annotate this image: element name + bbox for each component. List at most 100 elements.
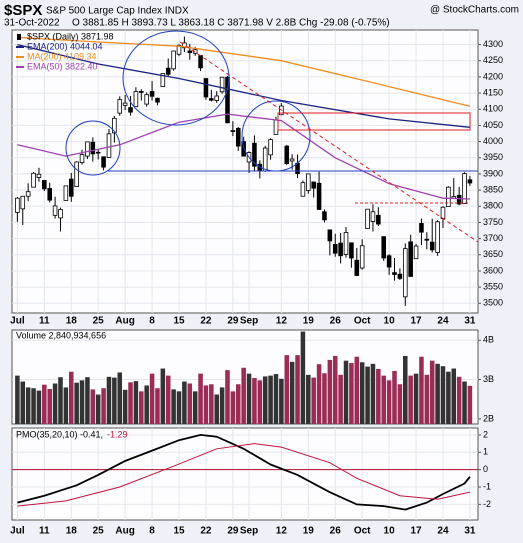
candle-body: [413, 245, 419, 260]
x-tick-label: Oct: [354, 316, 371, 327]
volume-bar: [209, 384, 214, 424]
volume-bar: [376, 368, 381, 424]
volume-bar: [413, 373, 419, 424]
volume-bar: [165, 375, 171, 424]
volume-bar: [408, 375, 413, 424]
candle-body: [47, 188, 52, 201]
annotation-box: [277, 112, 471, 131]
volume-bar: [171, 389, 176, 424]
overlay-line: [17, 113, 470, 200]
volume-bar: [467, 385, 473, 424]
volume-bar: [462, 381, 467, 424]
candle-body: [467, 179, 473, 184]
y-tick-label: 3500: [483, 298, 503, 308]
x-tick-label: 11: [39, 526, 50, 537]
candle-body: [311, 181, 316, 189]
x-tick-label: 8: [149, 316, 155, 327]
volume-bar: [176, 391, 182, 424]
y-tick-label: 3550: [483, 282, 503, 292]
volume-bar: [273, 374, 279, 424]
pmo-line: [17, 443, 471, 507]
volume-bar: [279, 378, 284, 424]
candle-body: [300, 182, 306, 197]
volume-bar: [322, 373, 327, 424]
candle-body: [95, 151, 101, 154]
candle-body: [262, 147, 268, 172]
candle-body: [68, 178, 74, 197]
volume-bar: [246, 373, 252, 424]
x-tick-label: 29: [227, 526, 239, 537]
volume-bar: [300, 331, 306, 424]
x-tick-label: Sep: [240, 316, 258, 327]
volume-bar: [187, 383, 193, 424]
candle-body: [187, 50, 193, 54]
legend-entry: EMA(50) 3822.40: [27, 61, 98, 71]
x-tick-label: 15: [173, 526, 185, 537]
x-tick-label: 22: [200, 316, 212, 327]
volume-bar: [311, 377, 316, 424]
plot-content: [12, 30, 481, 520]
volume-bar: [112, 377, 117, 424]
y-tick-label: 4000: [483, 136, 503, 146]
y-tick-label: -2: [483, 499, 491, 509]
volume-bar: [95, 394, 101, 424]
candle-body: [241, 141, 246, 157]
candle-body: [462, 173, 467, 205]
volume-bar: [241, 367, 246, 424]
candle-body: [289, 158, 295, 162]
volume-bar: [403, 355, 408, 424]
candle-body: [440, 206, 446, 219]
volume-bar: [203, 385, 209, 424]
volume-bar: [214, 394, 219, 424]
candle-body: [155, 97, 160, 103]
annotation-circle: [122, 30, 230, 126]
x-tick-label: 15: [173, 316, 185, 327]
x-tick-label: Jul: [10, 316, 25, 327]
candle-body: [365, 208, 370, 229]
x-tick-label: 12: [276, 526, 288, 537]
volume-bar: [133, 381, 139, 424]
volume-bar: [354, 356, 360, 424]
x-tick-label: 31: [464, 526, 476, 537]
annotations: [65, 30, 479, 243]
volume-bar: [295, 355, 300, 424]
volume-bar: [262, 376, 268, 424]
volume-bar: [36, 390, 42, 424]
volume-bar: [424, 374, 430, 424]
candle-body: [139, 91, 144, 93]
candle-body: [214, 95, 220, 101]
candle-body: [268, 139, 273, 156]
volume-bar: [435, 363, 440, 424]
x-tick-label: 19: [303, 316, 315, 327]
legend-entry: PMO(35,20,10) -0.41,: [16, 429, 103, 439]
volume-bar: [327, 359, 333, 424]
volume-bar: [316, 364, 322, 424]
volume-bar: [182, 381, 187, 424]
pmo-line: [17, 433, 471, 511]
y-tick-label: 1: [483, 447, 488, 457]
candle-body: [198, 55, 203, 69]
candle-body: [322, 211, 327, 221]
volume-bar: [149, 373, 155, 424]
candle-body: [85, 141, 90, 157]
volume-bar: [343, 360, 349, 424]
volume-bar: [192, 391, 198, 424]
volume-bar: [74, 382, 79, 424]
candle-body: [128, 107, 133, 113]
volume-bar: [456, 376, 462, 424]
candle-body: [376, 214, 381, 225]
volume-bar: [155, 388, 160, 424]
volume-bar: [446, 371, 451, 424]
candle-body: [63, 185, 69, 201]
volume-bar: [15, 375, 20, 424]
volume-bar: [359, 362, 365, 424]
y-tick-label: 4B: [483, 335, 494, 345]
volume-bar: [429, 360, 435, 424]
volume-bar: [370, 363, 376, 424]
volume-bar: [198, 373, 203, 424]
candle-body: [343, 232, 349, 255]
y-tick-label: 4250: [483, 55, 503, 65]
y-tick-label: 4100: [483, 104, 503, 114]
x-tick-label: 17: [410, 316, 422, 327]
x-tick-label: 18: [66, 526, 78, 537]
